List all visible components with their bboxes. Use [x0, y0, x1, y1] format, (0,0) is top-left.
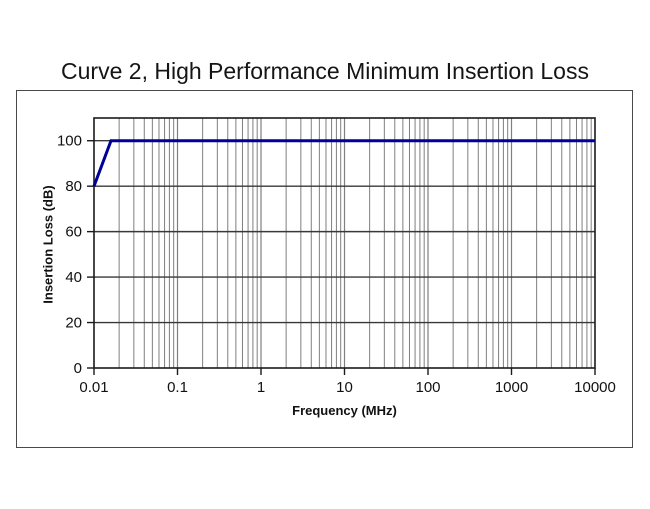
y-axis-title: Insertion Loss (dB) — [40, 185, 56, 304]
y-tick-label: 80 — [65, 178, 82, 195]
y-tick-label: 20 — [65, 315, 82, 332]
x-axis-title: Frequency (MHz) — [292, 403, 397, 418]
plot-border — [93, 117, 596, 369]
tick-labels: 0 20 40 60 80 100 0.01 0.1 1 10 100 1000 10000 — [57, 133, 616, 396]
x-tick-label: 100 — [415, 379, 440, 396]
x-tick-label: 10000 — [574, 379, 616, 396]
vertical-gridlines — [118, 118, 592, 368]
x-tick-label: 1 — [257, 379, 265, 396]
y-tick-label: 40 — [65, 269, 82, 286]
y-tick-label: 100 — [57, 133, 82, 150]
x-tick-label: 1000 — [495, 379, 528, 396]
y-tick-label: 60 — [65, 224, 82, 241]
series-line — [92, 139, 595, 187]
x-tick-label: 0.1 — [167, 379, 188, 396]
axis-ticks — [87, 140, 596, 375]
y-tick-label: 0 — [74, 360, 82, 377]
x-tick-label: 0.01 — [79, 379, 108, 396]
chart-title: Curve 2, High Performance Minimum Insert… — [61, 58, 589, 84]
x-tick-label: 10 — [336, 379, 353, 396]
